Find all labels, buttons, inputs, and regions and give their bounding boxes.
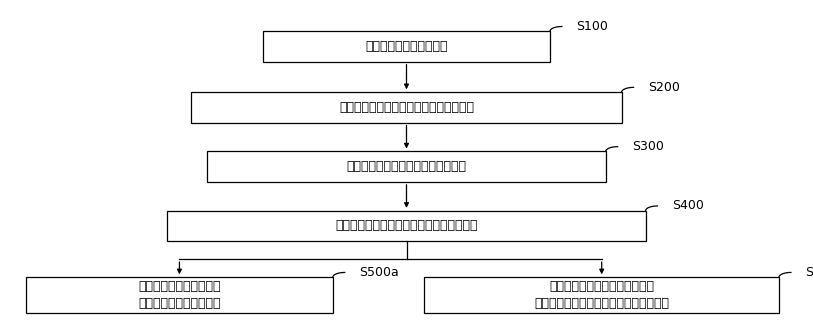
Bar (26, 277, 333, 313)
Bar (207, 151, 606, 182)
Text: S300: S300 (632, 140, 664, 153)
Bar (191, 92, 622, 123)
Text: 获取超声图像和视频图像: 获取超声图像和视频图像 (365, 40, 448, 53)
Bar (424, 277, 779, 313)
Text: S500a: S500a (359, 266, 399, 279)
Text: S200: S200 (648, 81, 680, 94)
Text: 根据变更后的合成参数，
重新合成并发送复合图像: 根据变更后的合成参数， 重新合成并发送复合图像 (138, 280, 220, 310)
Text: 根据超声图像和视频图像，得到复合图像: 根据超声图像和视频图像，得到复合图像 (339, 101, 474, 114)
Text: S100: S100 (576, 20, 608, 33)
Text: S400: S400 (672, 199, 704, 213)
Bar (263, 31, 550, 62)
Text: S500b: S500b (805, 266, 813, 279)
Text: 中止获取视频图像和超声图像，
直到由缓存图像合成的复合图像发送完毕: 中止获取视频图像和超声图像， 直到由缓存图像合成的复合图像发送完毕 (534, 280, 669, 310)
Text: 当检测到合成参数变更指令，变更合成参数: 当检测到合成参数变更指令，变更合成参数 (335, 219, 478, 232)
Bar (167, 211, 646, 241)
Text: 依照图像帧的生成顺序发送复合图像: 依照图像帧的生成顺序发送复合图像 (346, 160, 467, 173)
